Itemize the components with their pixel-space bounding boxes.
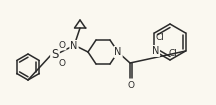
Text: Cl: Cl (168, 49, 177, 58)
Text: Cl: Cl (156, 33, 165, 41)
Text: N: N (70, 41, 78, 51)
Text: O: O (127, 81, 135, 89)
Text: S: S (51, 47, 59, 60)
Text: N: N (152, 46, 159, 56)
Text: N: N (114, 47, 122, 57)
Text: O: O (59, 58, 65, 68)
Text: O: O (59, 41, 65, 49)
